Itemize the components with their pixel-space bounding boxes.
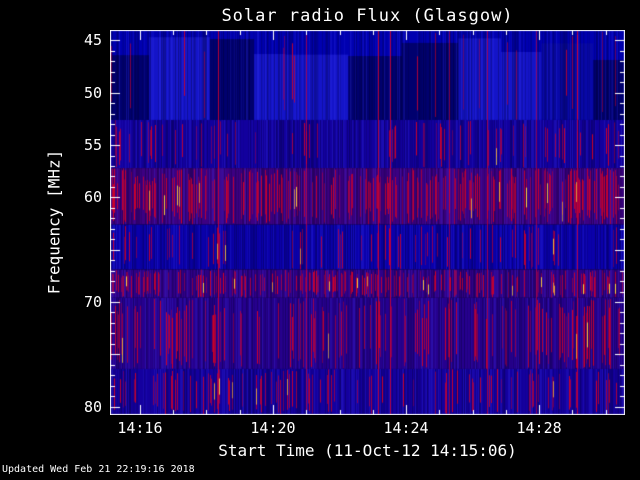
- x-tick-label: 14:16: [117, 419, 163, 437]
- y-tick-label: 80: [83, 397, 102, 416]
- x-axis-label: Start Time (11-Oct-12 14:15:06): [218, 441, 517, 460]
- y-axis-label: Frequency [MHz]: [44, 149, 64, 295]
- updated-timestamp: Updated Wed Feb 21 22:19:16 2018: [2, 464, 195, 475]
- chart-title: Solar radio Flux (Glasgow): [221, 6, 514, 26]
- x-tick-label: 14:28: [516, 419, 562, 437]
- y-tick-label: 45: [83, 31, 102, 50]
- y-tick-label: 50: [83, 83, 102, 102]
- spectrogram-canvas: [110, 30, 625, 415]
- y-tick-label: 55: [83, 136, 102, 155]
- x-tick-label: 14:20: [250, 419, 296, 437]
- x-tick-label: 14:24: [383, 419, 429, 437]
- y-tick-label: 60: [83, 188, 102, 207]
- y-tick-label: 70: [83, 293, 102, 311]
